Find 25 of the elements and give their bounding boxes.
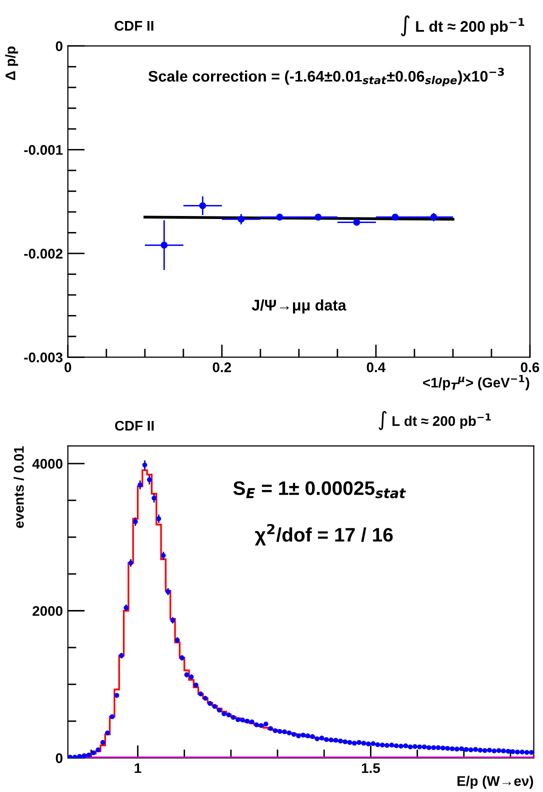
annotation: S$_{E}$ = 1± 0.00025$_{stat}$ bbox=[233, 481, 406, 498]
x-axis-title: E/p (W→eν) bbox=[458, 776, 534, 789]
annotation: Scale correction = (-1.64±0.01$_{stat}$±0.06$_{slope}$)x10$^{−3}$ bbox=[148, 68, 504, 86]
y-tick-label: 2000 bbox=[32, 606, 62, 616]
y-tick-label: -0.002 bbox=[24, 248, 62, 259]
x-tick-label: 0.6 bbox=[520, 362, 540, 372]
x-tick-label: 0 bbox=[64, 362, 72, 372]
x-axis-title: <1/p$_{T}$$^{μ}$> (GeV$^{−1}$) bbox=[423, 375, 530, 390]
annotation: χ$^{2}$/dof = 17 / 16 bbox=[254, 524, 393, 546]
y-tick-label: -0.003 bbox=[24, 352, 63, 362]
x-tick-label: 1 bbox=[134, 763, 142, 773]
x-tick-label: 0.4 bbox=[366, 362, 386, 372]
x-tick-label: 0.2 bbox=[212, 362, 232, 372]
annotation: J/Ψ→μμ data bbox=[252, 299, 346, 314]
y-axis-title: events / 0.01 bbox=[14, 446, 24, 528]
y-tick-label: 0 bbox=[56, 41, 62, 52]
y-tick-label: 0 bbox=[56, 753, 62, 764]
x-tick-label: 1.5 bbox=[362, 763, 380, 774]
text: ∫ L dt ≈ 200 pb$^{−1}$ bbox=[400, 15, 524, 36]
y-tick-label: 4000 bbox=[32, 458, 62, 469]
text: ∫ L dt ≈ 200 pb$^{−1}$ bbox=[378, 410, 491, 430]
chart-title: CDF II bbox=[114, 20, 154, 31]
y-axis-title: Δ p/p bbox=[5, 46, 18, 80]
chart-title: CDF II bbox=[115, 420, 154, 431]
y-tick-label: -0.001 bbox=[24, 145, 63, 155]
